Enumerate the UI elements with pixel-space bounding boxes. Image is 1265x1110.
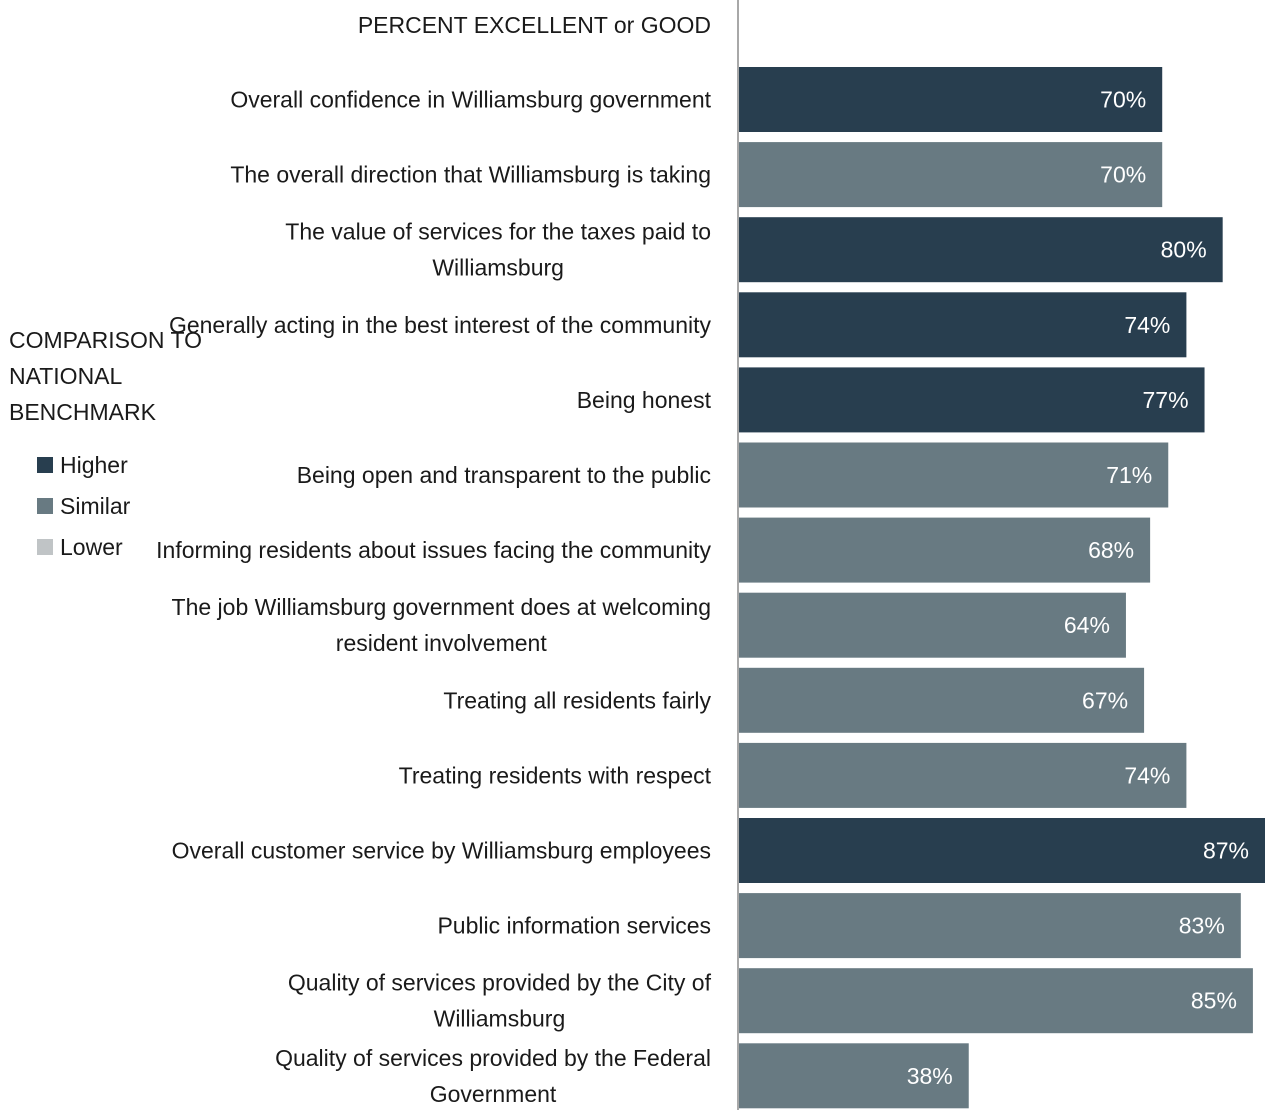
category-label: Overall customer service by Williamsburg…: [172, 838, 711, 864]
bar: [739, 592, 1126, 658]
bar: [739, 667, 1145, 733]
category-label: Generally acting in the best interest of…: [169, 312, 712, 338]
chart-title: PERCENT EXCELLENT or GOOD: [358, 12, 711, 38]
category-label: Informing residents about issues facing …: [156, 537, 711, 563]
bar: [739, 292, 1187, 358]
legend-title: COMPARISON TO NATIONAL BENCHMARK: [9, 327, 202, 425]
bar-value-label: 68%: [1088, 537, 1134, 563]
bar: [739, 442, 1169, 508]
bar-value-label: 74%: [1124, 312, 1170, 338]
bar: [739, 217, 1223, 283]
bar-value-label: 87%: [1203, 838, 1249, 864]
legend-swatch: [37, 538, 53, 555]
legend-swatch: [37, 497, 53, 514]
legend-swatch: [37, 456, 53, 473]
bar: [739, 818, 1265, 883]
bar-value-label: 74%: [1124, 762, 1170, 788]
category-label: Quality of services provided by the Fede…: [275, 1045, 711, 1107]
bar-value-label: 71%: [1106, 462, 1152, 488]
category-label: Quality of services provided by the City…: [288, 970, 712, 1032]
legend-label: Similar: [60, 492, 131, 519]
bar-value-label: 38%: [907, 1063, 953, 1089]
category-label: Treating residents with respect: [399, 762, 712, 788]
bar-value-label: 67%: [1082, 687, 1128, 713]
bar: [739, 742, 1187, 808]
bar-value-label: 83%: [1179, 913, 1225, 939]
bar: [739, 893, 1241, 959]
category-label: Public information services: [437, 913, 711, 939]
category-label: Being open and transparent to the public: [297, 462, 711, 488]
legend: COMPARISON TO NATIONAL BENCHMARK Higher S…: [9, 322, 229, 567]
bar-value-label: 70%: [1100, 87, 1146, 113]
bar-group: 70% Overall confidence in Williamsburg go…: [156, 67, 1265, 1109]
category-label: Treating all residents fairly: [443, 687, 711, 713]
bar: [739, 1043, 969, 1109]
category-label: The value of services for the taxes paid…: [285, 219, 711, 281]
bar-value-label: 85%: [1191, 988, 1237, 1014]
bar: [739, 968, 1253, 1034]
category-label: The job Williamsburg government does at …: [172, 594, 711, 656]
bar-value-label: 70%: [1100, 162, 1146, 188]
legend-label: Lower: [60, 533, 123, 560]
legend-items: Higher Similar Lower: [9, 444, 229, 567]
bar: [739, 142, 1163, 208]
bar-value-label: 80%: [1161, 237, 1207, 263]
bar: [739, 67, 1163, 132]
bar-value-label: 64%: [1064, 612, 1110, 638]
legend-item: Higher: [9, 444, 229, 485]
bar-value-label: 77%: [1142, 387, 1188, 413]
bar: [739, 367, 1205, 433]
category-label: Overall confidence in Williamsburg gover…: [230, 87, 711, 113]
category-label: The overall direction that Williamsburg …: [230, 162, 711, 188]
bar: [739, 517, 1151, 583]
legend-item: Lower: [9, 526, 229, 567]
legend-item: Similar: [9, 485, 229, 526]
category-label: Being honest: [577, 387, 712, 413]
legend-label: Higher: [60, 451, 128, 478]
